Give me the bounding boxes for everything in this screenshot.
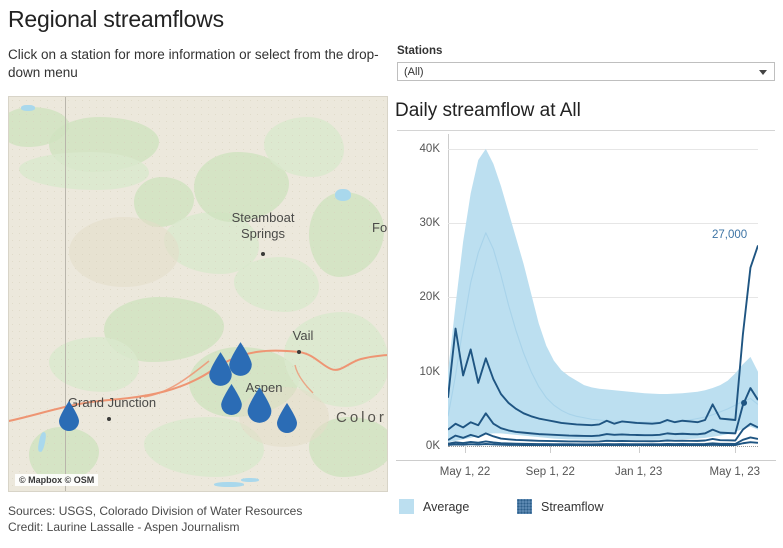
chevron-down-icon[interactable] xyxy=(759,70,767,75)
city-label-fort-collins: Fo xyxy=(372,220,388,235)
chart-value-annotation: 27,000 xyxy=(711,228,748,241)
water-feature xyxy=(214,482,244,487)
y-axis-tick-label: 20K xyxy=(419,291,440,304)
water-drop-icon[interactable] xyxy=(207,351,234,387)
y-axis-tick-label: 0K xyxy=(425,440,440,452)
legend-item[interactable]: Streamflow xyxy=(517,499,604,514)
station-marker[interactable] xyxy=(57,400,81,437)
stations-selected-value: (All) xyxy=(404,66,424,78)
chart-series-svg xyxy=(448,148,758,446)
water-drop-icon[interactable] xyxy=(57,400,81,432)
chart-line-series xyxy=(448,245,758,427)
gridline xyxy=(448,297,758,299)
city-label-steamboat-springs: Steamboat Springs xyxy=(217,210,309,242)
water-feature xyxy=(241,478,259,482)
y-axis-tick-label: 10K xyxy=(419,365,440,378)
water-feature xyxy=(335,189,351,201)
credits-author: Credit: Laurine Lassalle - Aspen Journal… xyxy=(8,520,240,534)
city-label-line2: Springs xyxy=(240,226,286,241)
water-feature xyxy=(21,105,35,111)
city-label-vail: Vail xyxy=(292,328,314,343)
regional-map[interactable]: Steamboat Springs Vail Fo Aspen Grand Ju… xyxy=(8,96,388,492)
chart-line-series xyxy=(448,436,758,446)
x-axis-tick-label: May 1, 22 xyxy=(439,466,491,478)
credits-block: Sources: USGS, Colorado Division of Wate… xyxy=(8,503,388,535)
station-marker[interactable] xyxy=(275,402,299,439)
y-axis-labels: 0K 10K 20K 30K 40K xyxy=(396,134,440,454)
x-axis-tick-label: Jan 1, 23 xyxy=(614,466,663,478)
x-axis-line xyxy=(396,460,776,461)
station-marker[interactable] xyxy=(207,351,234,392)
city-dot-grand-junction xyxy=(107,417,111,421)
x-axis-tick-mark xyxy=(734,446,736,453)
state-label-colorado: Colora xyxy=(336,409,387,426)
map-canvas: Steamboat Springs Vail Fo Aspen Grand Ju… xyxy=(9,97,387,491)
chart-plot-area[interactable]: 27,000 xyxy=(448,134,758,447)
city-label-aspen: Aspen xyxy=(245,380,283,395)
x-axis-tick-mark xyxy=(638,446,640,453)
x-axis-tick-label: May 1, 23 xyxy=(709,466,761,478)
page-subtitle: Click on a station for more information … xyxy=(8,47,379,80)
y-axis-tick-label: 40K xyxy=(419,142,440,155)
gridline xyxy=(448,371,758,373)
gridline xyxy=(448,223,758,225)
map-attribution[interactable]: © Mapbox © OSM xyxy=(15,474,99,486)
gridline xyxy=(448,148,758,150)
page-title: Regional streamflows xyxy=(8,6,224,32)
city-dot-steamboat-springs xyxy=(261,252,265,256)
stations-label: Stations xyxy=(397,45,443,57)
legend-swatch-icon xyxy=(399,499,414,514)
legend-swatch-icon xyxy=(517,499,532,514)
chart-line-series xyxy=(448,441,758,446)
legend-label: Average xyxy=(423,499,470,514)
station-marker[interactable] xyxy=(227,341,254,382)
gridline xyxy=(448,446,758,447)
chart-area-band xyxy=(448,148,758,443)
chart-title-divider xyxy=(397,130,775,131)
city-label-grand-junction: Grand Junction xyxy=(67,395,157,410)
plot-frame xyxy=(448,134,758,446)
state-border-line xyxy=(65,97,66,491)
streamflow-chart[interactable]: 0K 10K 20K 30K 40K 27,000 May 1, 22 Sep 1, 22… xyxy=(396,134,776,489)
water-drop-icon[interactable] xyxy=(227,341,254,377)
water-drop-icon[interactable] xyxy=(245,386,274,424)
water-drop-icon[interactable] xyxy=(275,402,299,434)
chart-line-series xyxy=(448,387,758,437)
chart-line-series xyxy=(448,422,758,443)
x-axis-tick-mark xyxy=(550,446,552,453)
chart-title: Daily streamflow at All xyxy=(395,100,581,121)
x-axis-tick-label: Sep 1, 22 xyxy=(525,466,575,478)
city-label-line1: Steamboat xyxy=(231,210,295,225)
water-drop-icon[interactable] xyxy=(219,383,244,416)
road-network-icon xyxy=(9,349,387,422)
station-marker[interactable] xyxy=(245,386,274,429)
stations-dropdown[interactable]: (All) xyxy=(397,62,775,81)
chart-endpoint-marker[interactable] xyxy=(741,399,748,406)
legend-label: Streamflow xyxy=(541,499,604,514)
legend-item[interactable]: Average xyxy=(399,499,469,514)
city-dot-vail xyxy=(297,350,301,354)
station-marker[interactable] xyxy=(219,383,244,421)
y-axis-tick-label: 30K xyxy=(419,217,440,230)
x-axis-tick-mark xyxy=(465,446,467,453)
credits-sources: Sources: USGS, Colorado Division of Wate… xyxy=(8,504,303,518)
